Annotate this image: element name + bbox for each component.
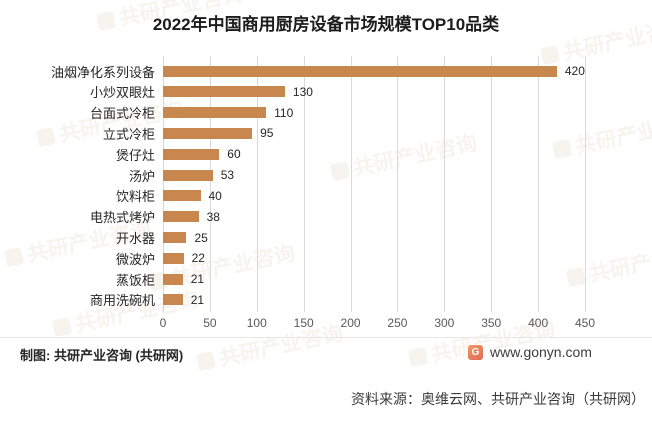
- category-label: 蒸饭柜: [115, 272, 155, 288]
- value-label: 25: [194, 230, 208, 245]
- category-label: 汤炉: [128, 168, 155, 184]
- gridline: [303, 56, 305, 312]
- bar-row: 微波炉 22: [116, 248, 585, 268]
- x-tick-label: 50: [203, 316, 217, 330]
- value-label: 95: [260, 126, 274, 141]
- x-tick-label: 400: [528, 316, 549, 330]
- gridline: [491, 56, 493, 312]
- bar-row: 台面式冷柜 110: [90, 103, 585, 123]
- bar: [163, 65, 557, 77]
- bar-row: 饮料柜 40: [116, 186, 585, 206]
- value-label: 130: [292, 84, 313, 99]
- gridline: [585, 56, 586, 312]
- gridline: [209, 56, 211, 312]
- plot-area: 油烟净化系列设备 420 小炒双眼灶 130 台面式冷柜 110 立式冷柜 95 煲仔灶 60 汤炉…: [51, 56, 586, 312]
- value-label: 60: [227, 147, 241, 162]
- x-tick-label: 450: [574, 316, 596, 330]
- bar-rows: 油烟净化系列设备 420 小炒双眼灶 130 台面式冷柜 110 立式冷柜 95 煲仔灶 60 汤炉…: [51, 61, 585, 310]
- x-tick-label: 300: [434, 316, 455, 330]
- value-label: 420: [564, 64, 585, 78]
- bar: [163, 86, 285, 98]
- bar: [163, 294, 183, 306]
- x-tick-label: 350: [481, 316, 502, 330]
- value-label: 38: [206, 209, 220, 224]
- bar-row: 蒸饭柜 21: [116, 269, 585, 289]
- bar: [163, 273, 183, 285]
- gridline: [163, 56, 164, 312]
- bar: [163, 211, 199, 223]
- website-url[interactable]: www.gonyn.com: [490, 344, 592, 360]
- watermark-logo-icon: [407, 346, 429, 367]
- footer-divider: [0, 337, 652, 338]
- value-label: 110: [274, 105, 294, 120]
- gridline: [444, 56, 446, 312]
- watermark-logo-icon: [195, 350, 217, 371]
- value-label: 40: [208, 188, 222, 203]
- category-label: 煲仔灶: [115, 147, 155, 163]
- value-label: 21: [190, 272, 205, 287]
- category-label: 油烟净化系列设备: [50, 64, 155, 80]
- bar: [163, 190, 201, 202]
- value-label: 22: [191, 251, 205, 266]
- category-label: 微波炉: [115, 251, 155, 267]
- category-label: 立式冷柜: [102, 126, 155, 142]
- category-label: 开水器: [115, 231, 155, 246]
- bar-row: 汤炉 53: [129, 165, 585, 185]
- bar-row: 开水器 25: [116, 228, 585, 248]
- bar-row: 油烟净化系列设备 420: [51, 61, 585, 81]
- bar: [163, 107, 267, 119]
- gridline: [256, 56, 258, 312]
- value-label: 53: [220, 168, 235, 183]
- x-tick-label: 100: [246, 316, 267, 330]
- category-label: 饮料柜: [115, 189, 155, 205]
- category-label: 小炒双眼灶: [89, 85, 155, 101]
- brand: G www.gonyn.com: [468, 344, 592, 360]
- x-tick-label: 0: [159, 316, 167, 330]
- bar-row: 电热式烤炉 38: [90, 207, 585, 227]
- bar-row: 小炒双眼灶 130: [90, 82, 585, 102]
- chart-title: 2022年中国商用厨房设备市场规模TOP10品类: [152, 15, 500, 34]
- gonyn-logo-icon: G: [468, 344, 483, 360]
- gridline: [397, 56, 399, 312]
- x-tick-label: 200: [340, 316, 361, 330]
- credit-text: 制图: 共研产业咨询 (共研网): [20, 348, 184, 363]
- x-tick-label: 150: [293, 316, 314, 330]
- gridline: [350, 56, 352, 312]
- category-label: 电热式烤炉: [89, 210, 155, 226]
- category-label: 台面式冷柜: [89, 106, 155, 122]
- bar-chart: 油烟净化系列设备 420 小炒双眼灶 130 台面式冷柜 110 立式冷柜 95 煲仔灶 60 汤炉…: [51, 56, 595, 332]
- bar: [163, 127, 253, 139]
- value-label: 21: [190, 292, 205, 307]
- bar-row: 立式冷柜 95: [103, 123, 585, 143]
- bar: [163, 148, 220, 160]
- bar: [163, 252, 184, 264]
- bar-row: 煲仔灶 60: [116, 144, 585, 164]
- source-note: 资料来源：奥维云网、共研产业咨询（共研网）: [351, 391, 645, 407]
- bar: [163, 169, 213, 181]
- x-axis: 0 50 100 150 200 250 300 350 400 450: [159, 316, 595, 332]
- x-tick-label: 250: [387, 316, 408, 330]
- gridline: [538, 56, 540, 312]
- bar-row: 商用洗碗机 21: [90, 290, 585, 310]
- category-label: 商用洗碗机: [89, 293, 155, 309]
- bar: [163, 232, 187, 243]
